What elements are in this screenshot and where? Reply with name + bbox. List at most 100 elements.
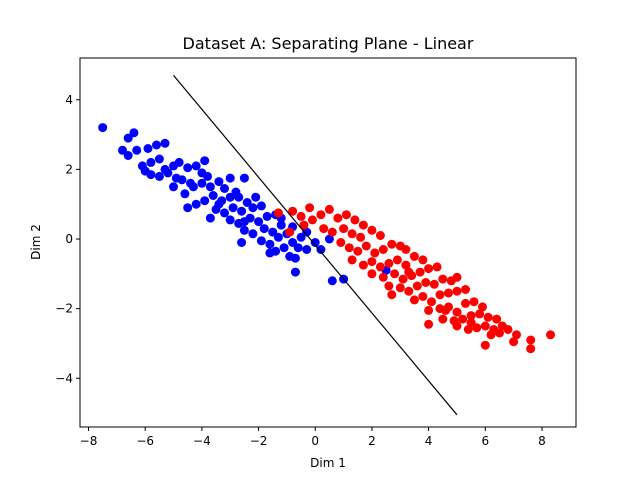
separating-line — [173, 75, 458, 416]
data-point — [384, 281, 394, 291]
data-point — [401, 245, 411, 254]
data-point — [353, 246, 363, 256]
data-point — [310, 238, 320, 247]
data-point — [480, 340, 490, 350]
data-point — [296, 211, 306, 221]
data-point — [390, 269, 400, 279]
x-tick-label: 0 — [311, 434, 319, 448]
y-tick-label: 0 — [65, 232, 73, 246]
data-point — [146, 170, 156, 180]
data-point — [412, 281, 422, 291]
data-point — [123, 151, 133, 160]
data-point — [268, 227, 278, 237]
data-point — [143, 144, 153, 153]
data-point — [350, 215, 360, 225]
data-point — [404, 267, 414, 277]
data-point — [526, 335, 536, 345]
data-point — [319, 224, 329, 234]
data-point — [384, 258, 394, 268]
data-point — [316, 245, 326, 254]
data-point — [262, 211, 272, 221]
data-point — [279, 243, 289, 253]
data-point — [461, 298, 470, 308]
data-point — [225, 192, 235, 202]
data-point — [375, 231, 385, 240]
data-point — [339, 224, 349, 234]
data-point — [378, 245, 388, 254]
data-point — [146, 157, 156, 167]
data-point — [248, 203, 258, 213]
data-point — [461, 285, 470, 294]
data-point — [367, 269, 377, 279]
data-point — [220, 184, 229, 193]
data-point — [392, 255, 402, 265]
data-point — [387, 239, 397, 249]
data-point — [290, 253, 300, 263]
data-point — [324, 234, 334, 244]
data-point — [375, 262, 385, 272]
data-point — [118, 145, 127, 155]
data-point — [183, 163, 193, 173]
data-point — [483, 312, 493, 322]
data-point — [180, 189, 190, 199]
data-point — [480, 321, 490, 331]
data-point — [214, 177, 224, 187]
chart-title: Dataset A: Separating Plane - Linear — [183, 34, 474, 53]
data-point — [441, 305, 451, 315]
data-point — [169, 182, 178, 192]
data-point — [424, 264, 434, 274]
data-point — [387, 290, 397, 300]
series-1 — [273, 203, 555, 354]
data-point — [361, 241, 371, 251]
data-point — [444, 288, 453, 298]
data-point — [347, 255, 357, 265]
data-point — [370, 248, 380, 258]
data-point — [265, 248, 275, 258]
data-point — [421, 278, 431, 287]
data-point — [154, 154, 164, 164]
data-point — [486, 330, 496, 340]
data-point — [239, 173, 249, 183]
data-point — [191, 199, 201, 209]
x-axis: −8 −6 −4 −2 0 2 4 6 8 — [80, 427, 546, 448]
data-point — [466, 318, 476, 328]
data-point — [302, 227, 312, 237]
data-point — [98, 123, 108, 133]
data-point — [203, 171, 212, 181]
data-point — [237, 238, 247, 247]
data-point — [237, 206, 247, 216]
data-point — [152, 140, 161, 150]
data-point — [401, 260, 411, 270]
data-point — [256, 236, 266, 246]
data-point — [512, 330, 521, 340]
data-point — [123, 133, 133, 143]
data-point — [200, 196, 210, 206]
data-point — [273, 232, 283, 242]
data-point — [214, 199, 224, 209]
data-point — [273, 208, 283, 218]
data-point — [495, 328, 504, 338]
x-tick-label: 6 — [481, 434, 489, 448]
x-axis-label: Dim 1 — [310, 456, 346, 470]
data-point — [358, 260, 368, 270]
data-point — [160, 164, 170, 174]
x-tick-label: −2 — [250, 434, 268, 448]
points-layer — [98, 123, 555, 354]
data-point — [341, 210, 351, 220]
data-point — [478, 302, 487, 312]
y-tick-label: −4 — [55, 371, 73, 385]
data-point — [302, 245, 312, 254]
data-point — [458, 314, 468, 324]
data-point — [466, 311, 476, 321]
data-point — [197, 178, 207, 188]
data-point — [546, 330, 555, 340]
data-point — [432, 262, 442, 272]
data-point — [200, 156, 210, 166]
data-point — [509, 337, 519, 347]
data-point — [336, 238, 346, 247]
data-point — [307, 215, 317, 225]
data-point — [305, 203, 315, 213]
data-point — [129, 128, 139, 138]
data-point — [418, 255, 428, 265]
